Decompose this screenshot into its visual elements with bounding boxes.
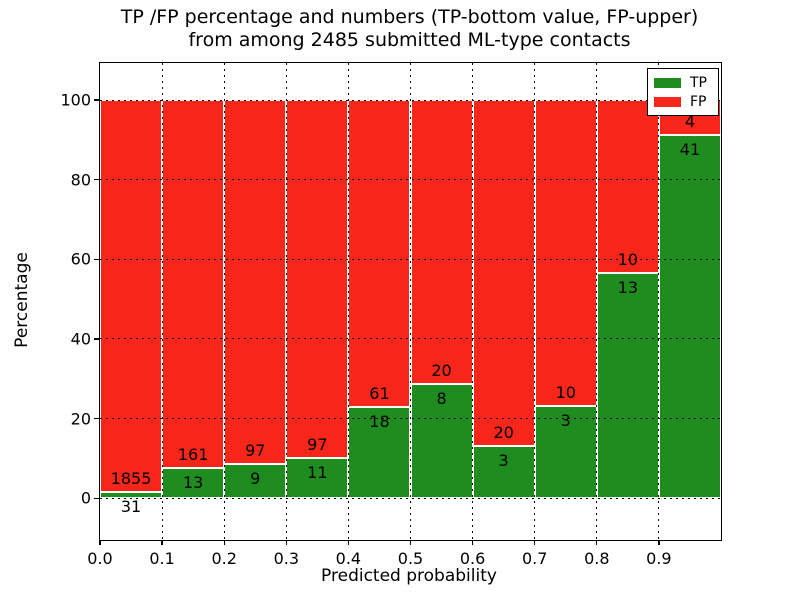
x-tick-label: 0.1 bbox=[149, 549, 175, 568]
y-tick-label: 0 bbox=[80, 488, 91, 508]
tp-bar-segment bbox=[596, 273, 659, 499]
tp-legend-swatch bbox=[654, 77, 681, 88]
tp-count-annotation: 13 bbox=[182, 473, 204, 493]
x-tick-label: 0.7 bbox=[521, 549, 548, 568]
fp-bar-segment bbox=[100, 100, 163, 492]
fp-count-annotation: 1855 bbox=[110, 468, 152, 488]
tp-count-annotation: 11 bbox=[307, 462, 328, 482]
x-tick-mark bbox=[596, 540, 598, 545]
tp-bar-segment bbox=[224, 464, 287, 499]
fp-count-annotation: 10 bbox=[617, 250, 639, 270]
vertical-gridline bbox=[410, 63, 411, 540]
x-tick-mark bbox=[534, 540, 536, 545]
x-tick-label: 0.3 bbox=[273, 549, 300, 568]
legend-entry-fp: FP bbox=[654, 92, 712, 111]
x-tick-mark bbox=[347, 540, 350, 545]
x-tick-mark bbox=[471, 540, 474, 545]
y-tick-label: 40 bbox=[70, 329, 91, 349]
y-tick-mark bbox=[93, 497, 99, 499]
y-axis-label: Percentage bbox=[12, 252, 32, 348]
vertical-gridline bbox=[658, 63, 660, 540]
fp-bar-segment bbox=[596, 100, 659, 274]
vertical-gridline bbox=[223, 63, 225, 540]
fp-bar-segment bbox=[286, 100, 349, 458]
fp-bar-segment bbox=[348, 100, 411, 408]
chart-title: TP /FP percentage and numbers (TP-bottom… bbox=[99, 6, 720, 52]
chart-title-line2: from among 2485 submitted ML-type contac… bbox=[188, 29, 631, 51]
x-tick-label: 0.4 bbox=[335, 549, 362, 568]
tp-bar-segment bbox=[286, 457, 349, 499]
tp-bar-segment bbox=[162, 468, 225, 499]
tp-count-annotation: 8 bbox=[436, 389, 447, 409]
vertical-gridline bbox=[347, 63, 349, 540]
x-axis-label: Predicted probability bbox=[321, 566, 497, 586]
fp-count-annotation: 10 bbox=[555, 383, 576, 403]
x-tick-label: 0.2 bbox=[211, 549, 237, 568]
x-tick-label: 0.6 bbox=[459, 549, 486, 568]
legend: TP FP bbox=[647, 68, 719, 116]
y-tick-mark bbox=[93, 179, 99, 181]
tp-count-annotation: 41 bbox=[679, 140, 701, 160]
tp-count-annotation: 3 bbox=[498, 451, 509, 471]
fp-count-annotation: 20 bbox=[431, 361, 452, 381]
y-tick-label: 60 bbox=[70, 249, 91, 269]
fp-bar-segment bbox=[224, 100, 287, 465]
tp-count-annotation: 13 bbox=[617, 278, 639, 298]
tp-bar-segment bbox=[472, 446, 535, 499]
fp-count-annotation: 61 bbox=[369, 384, 390, 404]
x-tick-mark bbox=[161, 540, 163, 545]
y-tick-mark bbox=[93, 99, 99, 101]
x-tick-mark bbox=[409, 540, 412, 545]
fp-bar-segment bbox=[534, 100, 597, 407]
tp-bar-segment bbox=[410, 384, 473, 499]
x-tick-label: 0.5 bbox=[397, 549, 424, 568]
vertical-gridline bbox=[161, 63, 163, 540]
fp-bar-segment bbox=[472, 100, 535, 447]
tp-count-annotation: 9 bbox=[250, 469, 261, 489]
x-tick-mark bbox=[658, 540, 660, 545]
x-tick-label: 0.0 bbox=[87, 549, 113, 568]
tp-bar-segment bbox=[534, 406, 597, 499]
tp-bar-segment bbox=[348, 407, 411, 499]
tp-count-annotation: 31 bbox=[120, 496, 142, 516]
fp-count-annotation: 4 bbox=[684, 112, 696, 132]
vertical-gridline bbox=[285, 63, 287, 540]
tp-count-annotation: 18 bbox=[369, 412, 390, 432]
fp-count-annotation: 20 bbox=[493, 423, 514, 443]
y-tick-label: 80 bbox=[70, 170, 91, 190]
legend-entry-tp: TP bbox=[654, 73, 712, 92]
tp-bar-segment bbox=[658, 135, 721, 499]
vertical-gridline bbox=[596, 63, 598, 540]
fp-bar-segment bbox=[162, 100, 225, 469]
fp-legend-swatch bbox=[654, 96, 681, 107]
y-tick-label: 20 bbox=[70, 409, 91, 429]
x-tick-mark bbox=[223, 540, 225, 545]
y-tick-mark bbox=[93, 338, 99, 340]
plot-area: TP FP 1855 31 161 13 97 9 97 11 61 18 20 8 20 3 10 3 10 1… bbox=[60, 62, 722, 568]
fp-count-annotation: 97 bbox=[307, 434, 328, 454]
x-tick-label: 0.9 bbox=[646, 549, 672, 568]
x-tick-label: 0.8 bbox=[584, 549, 610, 568]
x-tick-mark bbox=[285, 540, 287, 545]
tp-legend-label: TP bbox=[690, 74, 707, 91]
vertical-gridline bbox=[534, 63, 536, 540]
fp-count-annotation: 161 bbox=[177, 445, 209, 465]
chart-title-line1: TP /FP percentage and numbers (TP-bottom… bbox=[120, 6, 699, 28]
y-tick-mark bbox=[93, 417, 99, 420]
x-tick-mark bbox=[99, 540, 101, 545]
fp-bar-segment bbox=[410, 100, 473, 385]
y-tick-mark bbox=[93, 258, 99, 260]
vertical-gridline bbox=[472, 63, 474, 540]
fp-count-annotation: 97 bbox=[245, 441, 266, 461]
tp-count-annotation: 3 bbox=[560, 411, 571, 431]
y-tick-label: 100 bbox=[60, 90, 91, 110]
fp-legend-label: FP bbox=[690, 93, 707, 110]
